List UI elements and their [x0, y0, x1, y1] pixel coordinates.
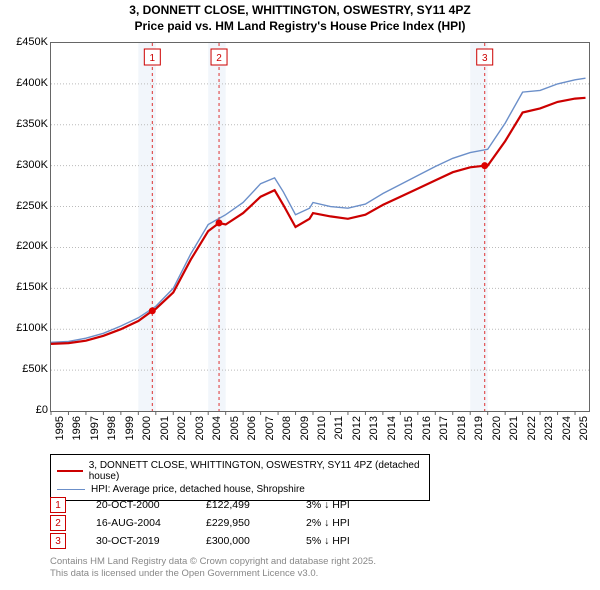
event-delta: 2% ↓ HPI	[306, 517, 396, 529]
x-axis-label: 2011	[333, 416, 345, 440]
event-date: 20-OCT-2000	[96, 499, 206, 511]
x-axis-label: 2002	[176, 416, 188, 440]
x-axis-label: 2020	[491, 416, 503, 440]
x-axis-label: 1995	[54, 416, 66, 440]
y-axis-label: £300K	[16, 159, 48, 171]
chart-container: 3, DONNETT CLOSE, WHITTINGTON, OSWESTRY,…	[0, 0, 600, 590]
y-axis-label: £250K	[16, 200, 48, 212]
chart-title-area: 3, DONNETT CLOSE, WHITTINGTON, OSWESTRY,…	[0, 0, 600, 34]
event-price: £300,000	[206, 535, 306, 547]
event-badge: 2	[50, 515, 66, 531]
legend-item: 3, DONNETT CLOSE, WHITTINGTON, OSWESTRY,…	[57, 459, 423, 483]
x-axis-label: 2017	[438, 416, 450, 440]
y-axis-label: £50K	[22, 363, 48, 375]
event-row: 1 20-OCT-2000£122,4993% ↓ HPI	[50, 496, 396, 514]
x-axis-label: 2015	[403, 416, 415, 440]
footnote-line-1: Contains HM Land Registry data © Crown c…	[50, 556, 376, 568]
event-row: 3 30-OCT-2019£300,0005% ↓ HPI	[50, 532, 396, 550]
event-date: 30-OCT-2019	[96, 535, 206, 547]
legend: 3, DONNETT CLOSE, WHITTINGTON, OSWESTRY,…	[50, 454, 430, 501]
plot-area: 1 2 3	[50, 42, 590, 412]
event-delta: 5% ↓ HPI	[306, 535, 396, 547]
x-axis-label: 2019	[473, 416, 485, 440]
x-axis-label: 2016	[421, 416, 433, 440]
x-axis-label: 1998	[106, 416, 118, 440]
x-axis-label: 2008	[281, 416, 293, 440]
x-axis-label: 2018	[456, 416, 468, 440]
x-axis-label: 2012	[351, 416, 363, 440]
footnote: Contains HM Land Registry data © Crown c…	[50, 556, 376, 581]
svg-text:3: 3	[482, 53, 488, 64]
footnote-line-2: This data is licensed under the Open Gov…	[50, 568, 376, 580]
x-axis-label: 2000	[141, 416, 153, 440]
x-axis-label: 1997	[89, 416, 101, 440]
event-delta: 3% ↓ HPI	[306, 499, 396, 511]
event-badge: 3	[50, 533, 66, 549]
y-axis-label: £100K	[16, 322, 48, 334]
event-row: 2 16-AUG-2004£229,9502% ↓ HPI	[50, 514, 396, 532]
x-axis-label: 2024	[561, 416, 573, 440]
events-table: 1 20-OCT-2000£122,4993% ↓ HPI 2 16-AUG-2004…	[50, 496, 396, 550]
x-axis-label: 2009	[299, 416, 311, 440]
x-axis-label: 2013	[368, 416, 380, 440]
x-axis-label: 2010	[316, 416, 328, 440]
y-axis-label: £0	[36, 404, 48, 416]
legend-item: HPI: Average price, detached house, Shro…	[57, 483, 423, 496]
x-axis-label: 2001	[159, 416, 171, 440]
y-axis-label: £450K	[16, 36, 48, 48]
x-axis-label: 2014	[386, 416, 398, 440]
svg-text:1: 1	[150, 53, 156, 64]
x-axis-label: 2023	[543, 416, 555, 440]
event-price: £229,950	[206, 517, 306, 529]
event-price: £122,499	[206, 499, 306, 511]
x-axis-label: 2003	[194, 416, 206, 440]
svg-text:2: 2	[216, 53, 222, 64]
x-axis-label: 2007	[264, 416, 276, 440]
x-axis-label: 2022	[526, 416, 538, 440]
title-line-2: Price paid vs. HM Land Registry's House …	[0, 19, 600, 35]
y-axis-label: £400K	[16, 77, 48, 89]
x-axis-label: 2006	[246, 416, 258, 440]
x-axis-label: 1999	[124, 416, 136, 440]
x-axis-label: 2021	[508, 416, 520, 440]
x-axis-label: 1996	[71, 416, 83, 440]
y-axis-label: £350K	[16, 118, 48, 130]
y-axis-label: £200K	[16, 240, 48, 252]
title-line-1: 3, DONNETT CLOSE, WHITTINGTON, OSWESTRY,…	[0, 3, 600, 19]
y-axis-label: £150K	[16, 281, 48, 293]
event-badge: 1	[50, 497, 66, 513]
x-axis-label: 2004	[211, 416, 223, 440]
x-axis-label: 2005	[229, 416, 241, 440]
x-axis-label: 2025	[578, 416, 590, 440]
chart-svg: 1 2 3	[51, 43, 589, 411]
event-date: 16-AUG-2004	[96, 517, 206, 529]
